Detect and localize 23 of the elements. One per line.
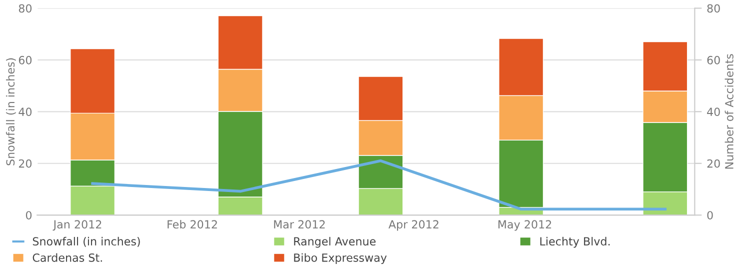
y-tick-label: 80 xyxy=(18,4,32,13)
y-tick-label: 20 xyxy=(18,159,32,168)
y2-tick-label: 0 xyxy=(707,211,713,220)
y-tick-label: 0 xyxy=(26,211,32,220)
y-tick-label: 60 xyxy=(18,56,32,64)
legend-label: Cardenas St. xyxy=(32,253,102,262)
y2-tick-label: 60 xyxy=(707,56,720,64)
y2-tick-label: 20 xyxy=(707,159,720,168)
x-tick-label: Jan 2012 xyxy=(52,220,102,231)
x-tick-label: Feb 2012 xyxy=(168,220,217,229)
legend-label: Bibo Expressway xyxy=(294,253,387,264)
y2-tick-label: 80 xyxy=(707,4,720,13)
line-series xyxy=(91,159,667,211)
legend-label: Rangel Avenue xyxy=(294,236,376,248)
y-axis-title: Snowfall (in inches) xyxy=(6,58,16,166)
y2-axis-title: Number of Accidents xyxy=(724,54,734,169)
y2-tick-label: 40 xyxy=(707,108,720,116)
x-tick-label: Mar 2012 xyxy=(274,220,325,229)
x-tick-label: May 2012 xyxy=(498,220,552,231)
x-tick-label: Apr 2012 xyxy=(388,220,438,231)
legend-label: Liechty Blvd. xyxy=(540,236,610,248)
y-tick-label: 40 xyxy=(18,108,32,116)
legend-label: Snowfall (in inches) xyxy=(32,236,140,247)
